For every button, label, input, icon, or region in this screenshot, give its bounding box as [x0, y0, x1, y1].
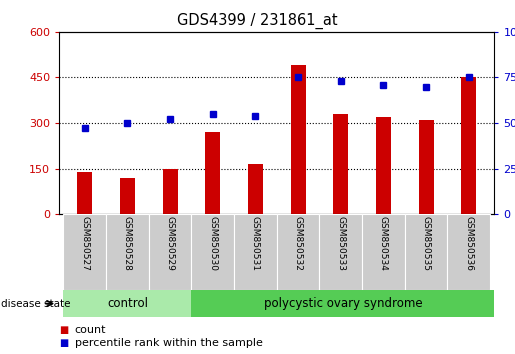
Text: GSM850533: GSM850533: [336, 216, 346, 272]
Bar: [405, 214, 448, 290]
Bar: [376, 117, 391, 214]
Bar: [163, 169, 178, 214]
Text: GDS4399 / 231861_at: GDS4399 / 231861_at: [177, 12, 338, 29]
Text: GSM850530: GSM850530: [208, 216, 217, 272]
Text: GSM850528: GSM850528: [123, 216, 132, 271]
Text: control: control: [107, 297, 148, 310]
Bar: [120, 178, 135, 214]
Bar: [192, 290, 494, 317]
Bar: [192, 214, 234, 290]
Bar: [333, 114, 348, 214]
Bar: [63, 214, 106, 290]
Text: ■: ■: [59, 325, 68, 335]
Bar: [248, 164, 263, 214]
Text: ■: ■: [59, 338, 68, 348]
Bar: [362, 214, 405, 290]
Text: count: count: [75, 325, 106, 335]
Bar: [63, 290, 192, 317]
Text: GSM850531: GSM850531: [251, 216, 260, 272]
Text: disease state: disease state: [1, 298, 71, 309]
Text: polycystic ovary syndrome: polycystic ovary syndrome: [264, 297, 422, 310]
Bar: [319, 214, 362, 290]
Bar: [461, 78, 476, 214]
Bar: [234, 214, 277, 290]
Bar: [106, 214, 149, 290]
Bar: [419, 120, 434, 214]
Bar: [290, 65, 305, 214]
Bar: [205, 132, 220, 214]
Text: GSM850532: GSM850532: [294, 216, 303, 271]
Text: GSM850536: GSM850536: [465, 216, 473, 272]
Text: GSM850529: GSM850529: [166, 216, 175, 271]
Text: GSM850527: GSM850527: [80, 216, 89, 271]
Bar: [448, 214, 490, 290]
Bar: [149, 214, 192, 290]
Text: percentile rank within the sample: percentile rank within the sample: [75, 338, 263, 348]
Text: GSM850534: GSM850534: [379, 216, 388, 271]
Bar: [277, 214, 319, 290]
Text: GSM850535: GSM850535: [422, 216, 431, 272]
Bar: [77, 172, 92, 214]
